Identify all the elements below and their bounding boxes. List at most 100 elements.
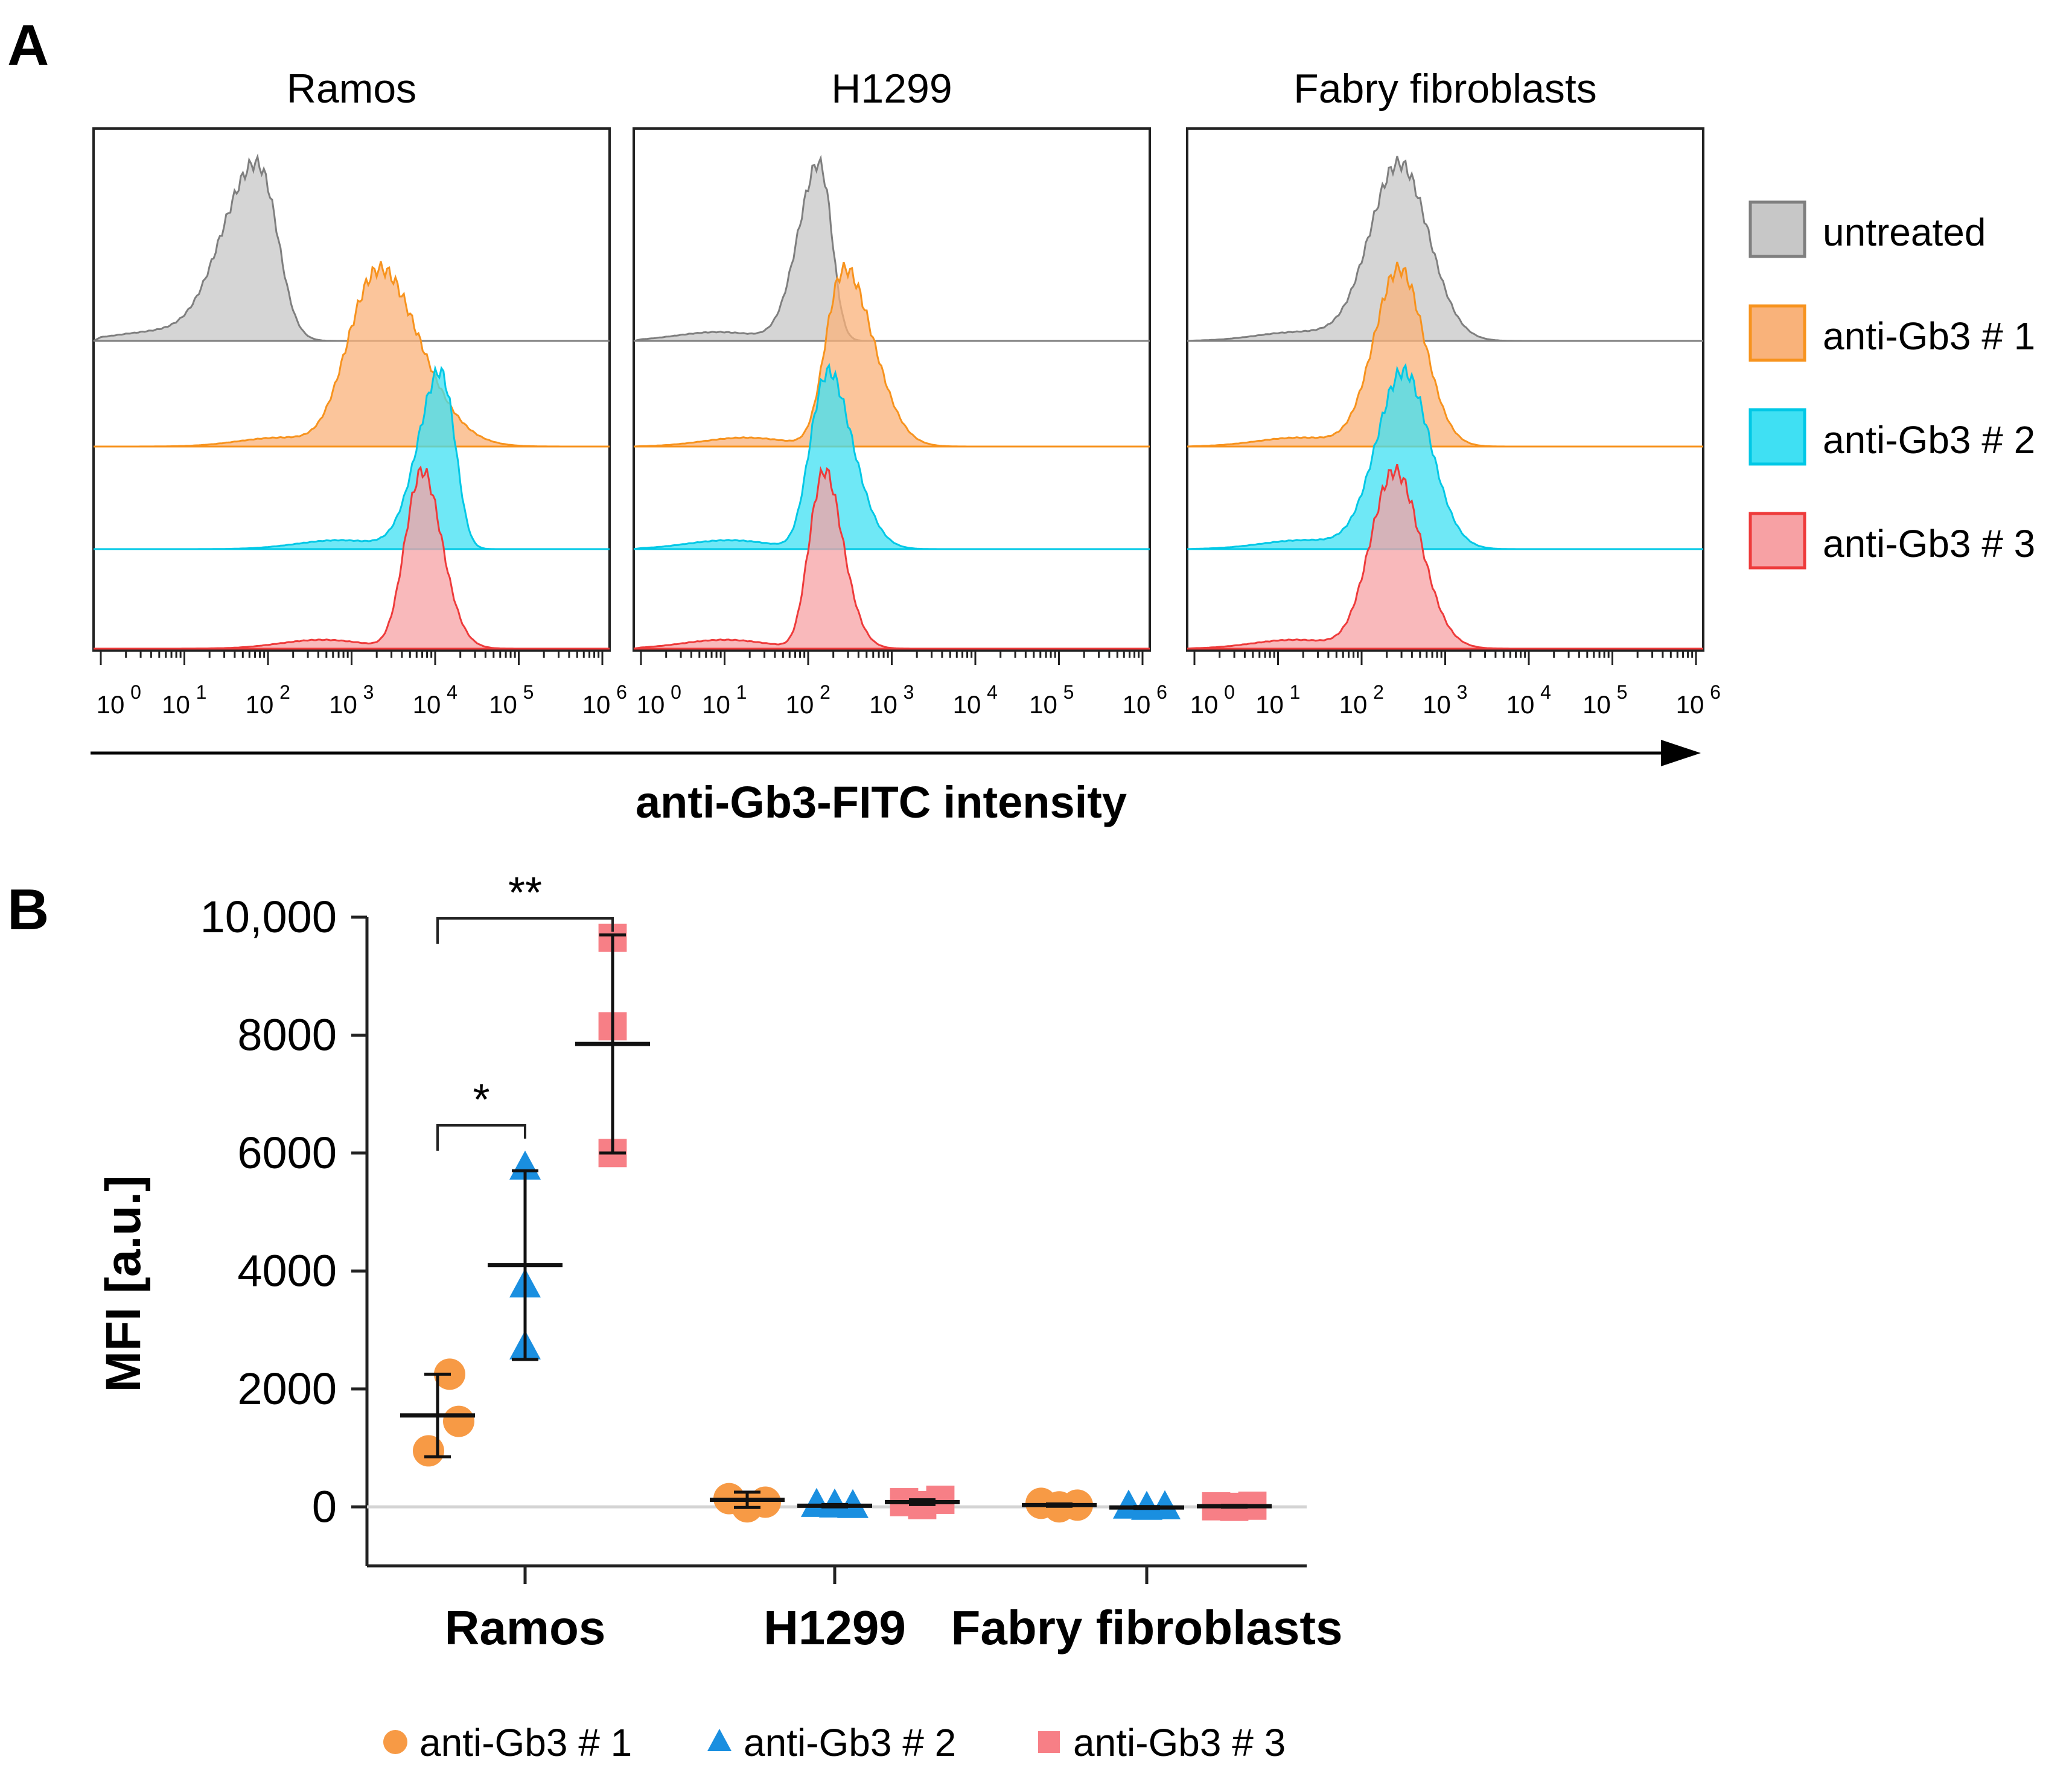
data-point-triangle xyxy=(509,1150,541,1180)
x-tick-label: 10 xyxy=(702,690,730,719)
histogram-frame xyxy=(633,127,1151,652)
legend-label: untreated xyxy=(1823,211,1986,254)
x-tick-label-exponent: 1 xyxy=(196,681,207,703)
legend-swatch xyxy=(1748,304,1806,362)
x-tick-label-exponent: 6 xyxy=(1710,681,1721,703)
x-tick-label-exponent: 5 xyxy=(523,681,534,703)
x-tick-label-exponent: 0 xyxy=(671,681,681,703)
x-tick-label: 10 xyxy=(1029,690,1057,719)
panel-b: B 0 2000 4000 6000 8000 10,000 MFI [a.u.] Ramos… xyxy=(7,869,1343,1764)
data-point-circle xyxy=(383,1730,407,1754)
x-tick-label: 10 xyxy=(1423,690,1451,719)
x-axis-title-panel-a: anti-Gb3-FITC intensity xyxy=(636,777,1127,827)
x-tick-label-exponent: 1 xyxy=(1290,681,1301,703)
x-tick-label: 10 xyxy=(97,690,125,719)
x-tick-label: 10 xyxy=(1583,690,1611,719)
legend-item-untreated: untreated xyxy=(1748,200,1986,258)
x-tick-label-exponent: 4 xyxy=(1540,681,1551,703)
x-tick-label: 10 xyxy=(1506,690,1535,719)
x-tick-label-exponent: 3 xyxy=(904,681,914,703)
significance-bracket: ** xyxy=(436,869,614,944)
panel-a-label: A xyxy=(7,13,49,78)
legend-panel-b: anti-Gb3 # 1 anti-Gb3 # 2 anti-Gb3 # 3 xyxy=(383,1721,1286,1764)
legend-label: anti-Gb3 # 2 xyxy=(1823,418,2035,462)
x-tick-label: 10 xyxy=(637,690,665,719)
legend-b-label: anti-Gb3 # 2 xyxy=(744,1721,956,1764)
x-tick-label-exponent: 5 xyxy=(1617,681,1628,703)
legend-b-item-3: anti-Gb3 # 3 xyxy=(1038,1721,1286,1764)
legend-panel-a: untreated anti-Gb3 # 1 anti-Gb3 # 2 anti-Gb… xyxy=(1748,200,2035,570)
x-tick-label: 10 xyxy=(953,690,981,719)
y-tick-label: 4000 xyxy=(237,1245,337,1296)
legend-label: anti-Gb3 # 1 xyxy=(1823,314,2035,358)
legend-swatch xyxy=(1748,512,1806,570)
bracket-line xyxy=(436,917,614,944)
series-1 xyxy=(400,1358,1097,1523)
legend-swatch xyxy=(1748,200,1806,258)
series-2 xyxy=(488,1150,1184,1520)
y-tick-label: 6000 xyxy=(237,1128,337,1178)
x-tick-label-exponent: 4 xyxy=(987,681,998,703)
data-point-square xyxy=(1038,1731,1060,1753)
x-tick-label-exponent: 3 xyxy=(1457,681,1468,703)
data-point-triangle xyxy=(707,1729,732,1751)
x-tick-label-exponent: 2 xyxy=(279,681,290,703)
x-tick-label: 10 xyxy=(1339,690,1368,719)
x-tick-label-exponent: 0 xyxy=(1224,681,1235,703)
data-point-circle xyxy=(413,1435,444,1467)
histogram-title: H1299 xyxy=(831,66,952,112)
legend-b-label: anti-Gb3 # 1 xyxy=(419,1721,632,1764)
x-tick-label-exponent: 4 xyxy=(447,681,457,703)
x-tick-label: 10 xyxy=(413,690,441,719)
x-tick-label: 10 xyxy=(1123,690,1151,719)
x-tick-label: 10 xyxy=(869,690,897,719)
x-category-label: Fabry fibroblasts xyxy=(951,1601,1342,1655)
x-axis-arrow xyxy=(91,740,1701,766)
significance-label: * xyxy=(473,1076,489,1124)
series-3 xyxy=(575,923,1272,1521)
scatter-chart: 0 2000 4000 6000 8000 10,000 MFI [a.u.] Ramos H1… xyxy=(96,869,1343,1655)
x-tick-label: 10 xyxy=(1676,690,1704,719)
x-tick-label: 10 xyxy=(162,690,190,719)
legend-label: anti-Gb3 # 3 xyxy=(1823,522,2035,565)
x-tick-label: 10 xyxy=(582,690,611,719)
y-tick-label: 0 xyxy=(312,1481,337,1531)
panel-b-label: B xyxy=(7,877,49,942)
y-axis-title: MFI [a.u.] xyxy=(96,1175,151,1393)
x-tick-label-exponent: 5 xyxy=(1063,681,1074,703)
x-tick-label: 10 xyxy=(786,690,814,719)
data-point-triangle xyxy=(1149,1490,1181,1519)
data-point-triangle xyxy=(837,1489,869,1518)
data-point-circle xyxy=(443,1405,474,1437)
bracket-line xyxy=(436,1124,526,1151)
legend-item-anti3: anti-Gb3 # 3 xyxy=(1748,512,2035,570)
x-tick-label: 10 xyxy=(329,690,357,719)
x-tick-label-exponent: 2 xyxy=(820,681,830,703)
y-tick-label: 2000 xyxy=(237,1364,337,1414)
legend-swatch xyxy=(1748,408,1806,466)
x-tick-label-exponent: 3 xyxy=(363,681,374,703)
histogram-frame xyxy=(1186,127,1704,652)
x-tick-label: 10 xyxy=(246,690,274,719)
x-category-label: Ramos xyxy=(445,1601,606,1655)
legend-item-anti2: anti-Gb3 # 2 xyxy=(1748,408,2035,466)
x-tick-label-exponent: 6 xyxy=(1156,681,1167,703)
x-tick-label-exponent: 0 xyxy=(130,681,141,703)
y-tick-label: 8000 xyxy=(237,1010,337,1060)
significance-bracket: * xyxy=(436,1076,526,1151)
x-tick-label: 10 xyxy=(1190,690,1219,719)
x-category-label: H1299 xyxy=(763,1601,906,1655)
legend-b-item-2: anti-Gb3 # 2 xyxy=(707,1721,956,1764)
data-point-circle xyxy=(750,1486,781,1518)
legend-b-item-1: anti-Gb3 # 1 xyxy=(383,1721,632,1764)
x-tick-label: 10 xyxy=(1255,690,1284,719)
histogram-title: Fabry fibroblasts xyxy=(1293,66,1597,112)
y-tick-label: 10,000 xyxy=(200,892,337,942)
x-tick-label-exponent: 6 xyxy=(616,681,627,703)
